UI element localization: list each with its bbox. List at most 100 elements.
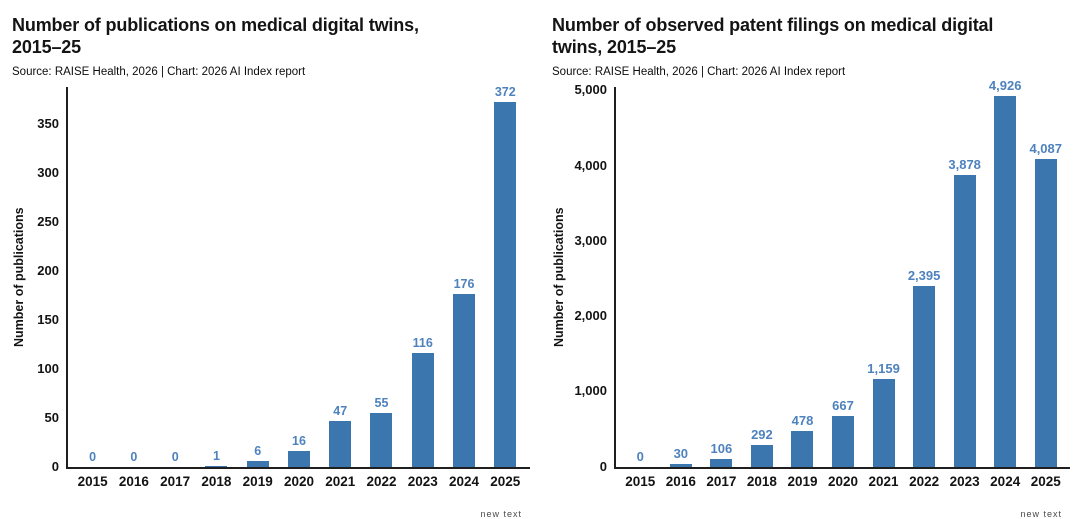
y-axis-title: Number of publications — [552, 206, 566, 347]
patent-filings-chart: Number of observed patent filings on med… — [540, 0, 1080, 519]
bar-value-label: 478 — [791, 412, 814, 428]
bar-value-label: 47 — [333, 403, 348, 418]
bar — [411, 353, 434, 467]
bar — [710, 458, 733, 467]
bar — [287, 450, 310, 467]
bar — [453, 294, 476, 467]
chart-source: Source: RAISE Health, 2026 | Chart: 2026… — [552, 65, 846, 78]
bar-value-label: 1 — [212, 448, 220, 463]
bar — [494, 102, 517, 467]
chart-title: Number of observed patent filings on med… — [552, 15, 994, 58]
bar-value-label: 1,159 — [867, 361, 900, 377]
bar — [669, 464, 692, 467]
bar — [872, 379, 895, 467]
x-axis: 2015 2016 2017 2018 2019 2020 2021 2022 2023 2024… — [552, 469, 1070, 489]
bar — [791, 430, 814, 467]
bar-slot: 0 — [620, 449, 661, 467]
bar-slot: 0 — [72, 450, 113, 467]
bar-slot: 176 — [443, 277, 484, 467]
bar-slot: 16 — [278, 434, 319, 467]
bar-value-label: 55 — [374, 395, 389, 410]
y-axis-title: Number of publications — [12, 206, 26, 347]
x-axis: 2015 2016 2017 2018 2019 2020 2021 2022 2023 2024… — [12, 469, 530, 489]
publications-chart: Number of publications on medical digita… — [0, 0, 540, 519]
bar — [750, 444, 773, 467]
bar — [205, 465, 228, 467]
x-tick-label: 2020 — [283, 473, 314, 489]
bar-slot: 55 — [361, 396, 402, 467]
x-tick-label: 2019 — [242, 473, 273, 489]
x-tick-label: 2025 — [1030, 473, 1061, 489]
bar — [953, 174, 976, 467]
footnote-watermark: new text — [480, 509, 522, 519]
y-tick-label: 300 — [37, 164, 59, 180]
y-tick-label: 0 — [51, 458, 59, 474]
y-tick-label: 3,000 — [574, 232, 607, 248]
bar-slot: 2,395 — [904, 268, 945, 467]
x-tick-label: 2021 — [325, 473, 356, 489]
bar — [1034, 159, 1057, 467]
x-tick-label: 2016 — [118, 473, 149, 489]
bar-value-label: 292 — [751, 426, 773, 442]
y-tick-label: 350 — [37, 115, 59, 131]
y-tick-label: 0 — [599, 458, 607, 474]
x-tick-label: 2022 — [909, 473, 940, 489]
bar-slot: 116 — [402, 336, 443, 467]
bar-slot: 30 — [661, 446, 702, 467]
bar-slot: 0 — [155, 450, 196, 467]
y-tick-label: 200 — [37, 262, 59, 278]
bar-value-label: 4,926 — [988, 77, 1022, 93]
x-tick-label: 2023 — [407, 473, 438, 489]
plot-area: 0 30 106 292 478 667 1,159 2,395 3,878 4,926 4,087 — [614, 78, 1070, 469]
x-tick-label: 2023 — [949, 473, 980, 489]
x-tick-label: 2017 — [706, 473, 737, 489]
chart-title: Number of publications on medical digita… — [12, 15, 419, 58]
bar-value-label: 0 — [89, 449, 97, 464]
bar-value-label: 667 — [832, 398, 854, 414]
bar — [994, 95, 1017, 467]
bar-value-label: 6 — [254, 443, 262, 458]
bar-slot: 47 — [320, 404, 361, 467]
x-tick-label: 2024 — [990, 473, 1021, 489]
bar-slot: 6 — [237, 444, 278, 467]
bar-slot: 3,878 — [944, 157, 985, 467]
x-tick-label: 2021 — [868, 473, 899, 489]
bar-slot: 4,926 — [985, 78, 1026, 467]
y-tick-label: 50 — [44, 409, 59, 425]
footnote-watermark: new text — [1020, 509, 1062, 519]
bar-value-label: 0 — [171, 449, 179, 464]
bar-value-label: 106 — [710, 440, 733, 456]
bar-value-label: 0 — [636, 448, 644, 464]
x-tick-label: 2024 — [449, 473, 480, 489]
x-tick-label: 2015 — [77, 473, 108, 489]
x-tick-label: 2018 — [201, 473, 232, 489]
bars: 0 0 0 1 6 16 47 55 116 176 372 — [68, 85, 530, 467]
x-tick-label: 2018 — [746, 473, 777, 489]
bar-slot: 106 — [701, 441, 742, 467]
bar-slot: 478 — [782, 413, 823, 467]
plot-area: 0 0 0 1 6 16 47 55 116 176 372 — [66, 85, 530, 469]
bar — [329, 420, 352, 467]
y-axis-ticks: 0 1,000 2,000 3,000 4,000 5,000 — [570, 82, 614, 473]
bar-slot: 1 — [196, 449, 237, 467]
y-tick-label: 250 — [37, 213, 59, 229]
x-tick-label: 2016 — [665, 473, 696, 489]
x-tick-label: 2015 — [625, 473, 656, 489]
bar-slot: 292 — [742, 427, 783, 467]
bar-slot: 0 — [113, 450, 154, 467]
x-tick-label: 2019 — [787, 473, 818, 489]
bar — [246, 460, 269, 467]
bar-slot: 1,159 — [863, 361, 904, 467]
x-axis-labels: 2015 2016 2017 2018 2019 2020 2021 2022 2023 2024… — [68, 469, 530, 489]
chart-source: Source: RAISE Health, 2026 | Chart: 2026… — [12, 65, 306, 78]
x-tick-label: 2017 — [160, 473, 191, 489]
bar-slot: 667 — [823, 398, 864, 467]
y-tick-label: 5,000 — [574, 82, 607, 98]
y-tick-label: 2,000 — [574, 308, 607, 324]
bar-value-label: 3,878 — [948, 156, 981, 172]
bar — [913, 286, 936, 467]
bar — [832, 416, 854, 467]
x-tick-label: 2020 — [827, 473, 859, 489]
y-tick-label: 100 — [37, 360, 59, 376]
bar — [370, 412, 393, 467]
